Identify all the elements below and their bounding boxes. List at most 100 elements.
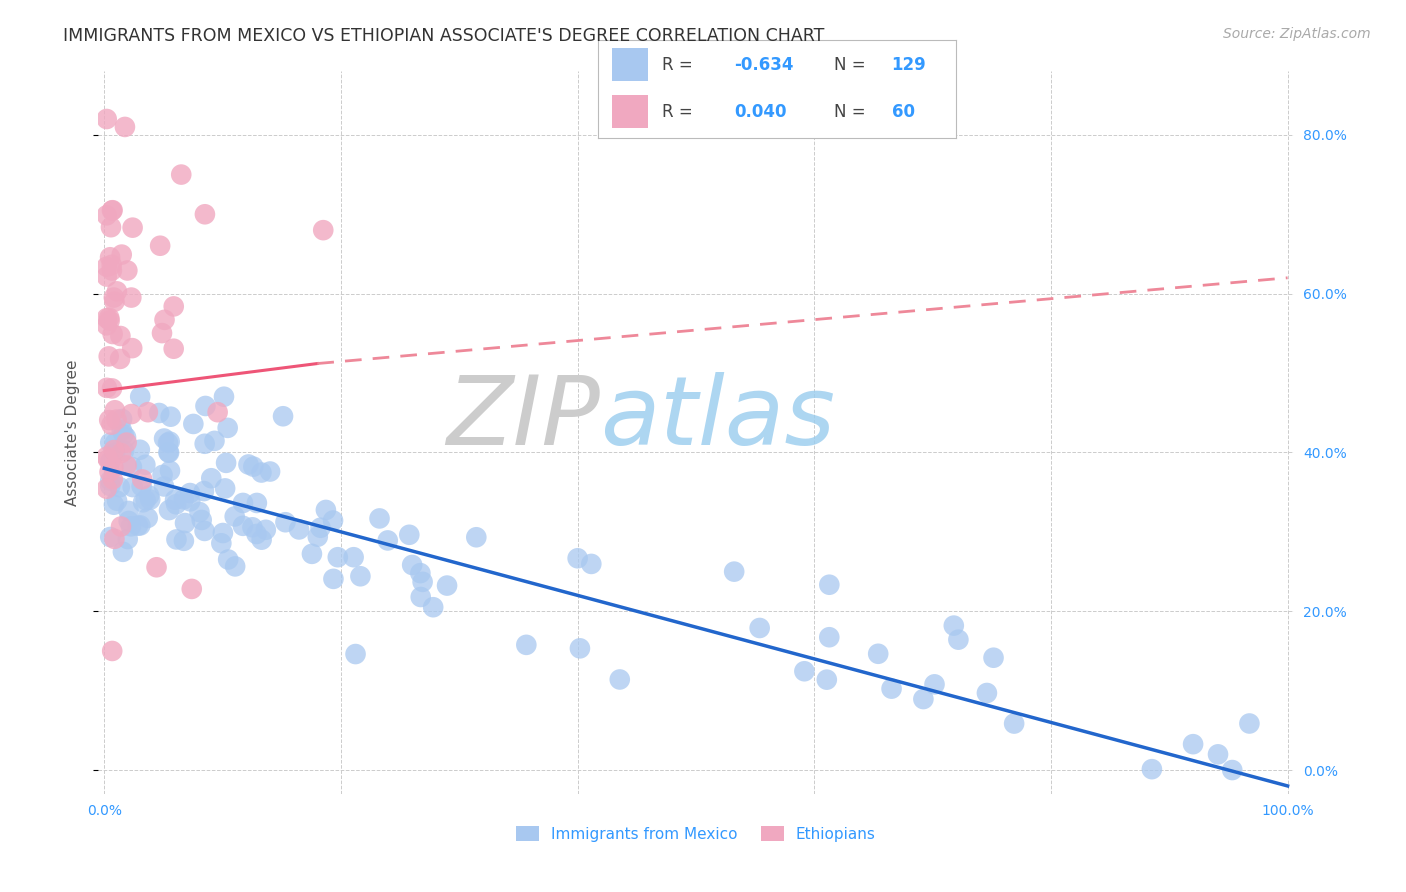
Point — [121, 341, 143, 355]
Point — [101, 263, 124, 277]
Point — [98, 465, 121, 479]
Point — [101, 203, 124, 218]
Point — [105, 412, 128, 426]
Point — [117, 263, 139, 277]
Point — [112, 427, 135, 442]
Text: 0.040: 0.040 — [734, 103, 786, 120]
Point — [188, 505, 211, 519]
Point — [159, 434, 181, 449]
Point — [309, 521, 332, 535]
Point — [224, 509, 246, 524]
Point — [96, 318, 118, 333]
Point — [818, 578, 841, 592]
Point — [103, 498, 125, 512]
Point — [98, 250, 121, 264]
Point — [232, 518, 254, 533]
Point — [748, 621, 770, 635]
Point — [515, 638, 537, 652]
Point — [121, 459, 143, 474]
Point — [117, 504, 139, 518]
Point — [1002, 716, 1025, 731]
Point — [983, 650, 1005, 665]
Point — [242, 520, 264, 534]
Point — [104, 436, 127, 450]
Point — [232, 496, 254, 510]
Point — [111, 412, 134, 426]
Point — [194, 399, 217, 413]
Point — [100, 258, 122, 272]
Point — [271, 409, 294, 424]
Point — [1182, 737, 1205, 751]
Text: 60: 60 — [891, 103, 914, 120]
Point — [165, 492, 187, 507]
Point — [274, 515, 297, 529]
Point — [159, 464, 181, 478]
Point — [98, 530, 121, 544]
Point — [204, 434, 226, 448]
Point — [105, 493, 128, 508]
Point — [465, 530, 488, 544]
Point — [1206, 747, 1229, 762]
Point — [110, 329, 132, 343]
Point — [322, 572, 344, 586]
Text: N =: N = — [834, 55, 866, 74]
Point — [104, 403, 127, 417]
Point — [120, 519, 142, 533]
Point — [212, 390, 235, 404]
Point — [100, 220, 122, 235]
Point — [609, 673, 631, 687]
Point — [368, 511, 391, 525]
Point — [200, 471, 222, 485]
Point — [103, 532, 125, 546]
Point — [156, 436, 179, 450]
Point — [793, 665, 815, 679]
Point — [976, 686, 998, 700]
Point — [136, 511, 159, 525]
Point — [217, 421, 239, 435]
Point — [108, 351, 131, 366]
Point — [103, 460, 125, 475]
Point — [118, 514, 141, 528]
Point — [723, 565, 745, 579]
Point — [194, 436, 217, 450]
Point — [96, 112, 118, 126]
Point — [98, 413, 121, 427]
Point — [815, 673, 838, 687]
Point — [104, 446, 127, 460]
Point — [110, 446, 132, 460]
Point — [224, 559, 246, 574]
Point — [344, 647, 367, 661]
Point — [159, 409, 181, 424]
Point — [103, 443, 125, 458]
Text: Source: ZipAtlas.com: Source: ZipAtlas.com — [1223, 27, 1371, 41]
Point — [115, 430, 138, 444]
Point — [129, 518, 152, 533]
Point — [212, 526, 235, 541]
Point — [98, 454, 121, 468]
Point — [101, 203, 124, 218]
Point — [101, 644, 124, 658]
Point — [152, 467, 174, 482]
Point — [209, 536, 232, 550]
Point — [145, 560, 167, 574]
Point — [128, 442, 150, 457]
Text: atlas: atlas — [600, 372, 835, 465]
Point — [149, 238, 172, 252]
Point — [568, 641, 591, 656]
Text: N =: N = — [834, 103, 866, 120]
Point — [114, 120, 136, 134]
Point — [183, 417, 205, 431]
Point — [134, 458, 156, 472]
Point — [312, 223, 335, 237]
Point — [96, 311, 118, 326]
Point — [163, 342, 186, 356]
Point — [163, 300, 186, 314]
Point — [111, 247, 134, 261]
Point — [108, 480, 131, 494]
Point — [97, 452, 120, 467]
Point — [98, 479, 121, 493]
Point — [180, 582, 202, 596]
Text: R =: R = — [662, 55, 693, 74]
Point — [409, 590, 432, 604]
Point — [412, 574, 434, 589]
